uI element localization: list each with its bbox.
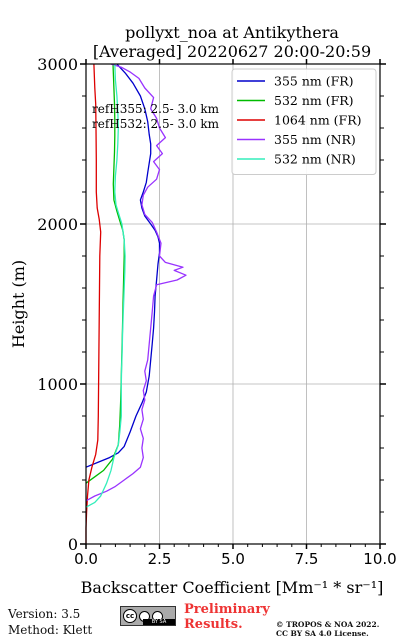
series-line-4 [85, 63, 126, 508]
y-tick-label-1: 1000 [37, 375, 78, 394]
preliminary-results: Preliminary Results. [184, 602, 270, 632]
series-line-3 [85, 63, 187, 502]
x-tick-label-4: 10.0 [363, 550, 396, 568]
legend-label-3: 355 nm (NR) [274, 132, 356, 147]
cc-icon: cc [123, 609, 137, 623]
legend-box [231, 68, 377, 175]
y-tick-label-0: 0 [68, 535, 78, 554]
x-tick-label-0: 0.0 [74, 550, 98, 568]
x-tick-label-3: 7.5 [295, 550, 319, 568]
series-lines [85, 63, 187, 544]
preliminary-line1: Preliminary [184, 602, 270, 617]
chart-title-line1: pollyxt_noa at Antikythera [125, 23, 339, 42]
x-axis-label: Backscatter Coefficient [Mm⁻¹ * sr⁻¹] [81, 578, 384, 597]
method-text: Method: Klett [8, 623, 93, 637]
footer-info: Version: 3.5 Method: Klett [8, 606, 92, 638]
copyright-line2: CC BY SA 4.0 License. [276, 629, 369, 638]
legend-label-1: 532 nm (FR) [274, 93, 354, 108]
legend-label-4: 532 nm (NR) [274, 152, 356, 167]
cc-license-badge: cc BY SA [120, 606, 176, 626]
copyright-line1: © TROPOS & NOA 2022. [276, 620, 380, 629]
annotation-refh355: refH355: 2.5- 3.0 km [92, 102, 220, 116]
backscatter-chart: pollyxt_noa at Antikythera [Averaged] 20… [9, 23, 397, 597]
x-tick-label-1: 2.5 [148, 550, 172, 568]
y-tick-label-2: 2000 [37, 215, 78, 234]
x-tick-label-2: 5.0 [221, 550, 245, 568]
y-axis-label: Height (m) [9, 260, 28, 348]
y-tick-label-3: 3000 [37, 55, 78, 74]
cc-badge-text: BY SA [143, 619, 175, 625]
annotation-refh532: refH532: 2.5- 3.0 km [92, 117, 220, 131]
version-text: Version: 3.5 [8, 607, 81, 621]
legend-label-0: 355 nm (FR) [274, 74, 354, 89]
axes: 0.0 2.5 5.0 7.5 10.0 0 1000 2000 3000 [37, 55, 396, 568]
chart-title-line2: [Averaged] 20220627 20:00-20:59 [93, 42, 371, 61]
legend-label-2: 1064 nm (FR) [274, 113, 362, 128]
preliminary-line2: Results. [184, 617, 243, 632]
legend: 355 nm (FR) 532 nm (FR) 1064 nm (FR) 355 nm… [231, 68, 377, 175]
series-line-2 [85, 63, 102, 544]
copyright-notice: © TROPOS & NOA 2022. CC BY SA 4.0 Licens… [276, 620, 379, 638]
